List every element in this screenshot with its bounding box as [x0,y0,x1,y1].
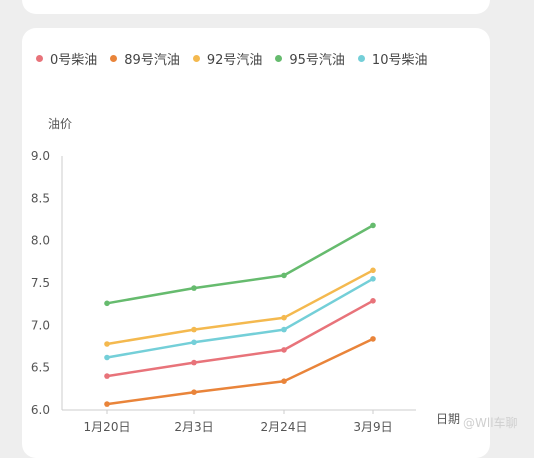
legend-label: 95号汽油 [289,52,345,68]
data-point [370,336,376,342]
x-tick-labels: 1月20日 2月3日 2月24日 3月9日 [84,410,393,434]
top-card [22,0,490,14]
data-point [281,314,287,321]
series-line [105,224,375,305]
legend-swatch [192,54,200,62]
legend-swatch [36,54,43,62]
data-point [104,341,110,347]
legend-label: 92号汽油 [206,52,263,68]
data-point [104,300,110,307]
y-tick-label: 9.0 [31,149,50,163]
legend-item[interactable]: 89号汽油 [110,49,180,68]
data-point [370,222,376,229]
data-point [191,389,197,396]
data-point [281,347,287,353]
data-point [104,401,110,407]
legend-swatch [357,54,365,62]
data-point [370,267,376,274]
x-tick-label: 3月9日 [353,420,392,434]
series-line [105,337,375,406]
legend-label: 89号汽油 [124,52,180,68]
legend-item[interactable]: 92号汽油 [192,49,263,68]
legend-label: 10号柴油 [371,52,428,68]
x-tick-label: 2月3日 [174,420,213,434]
y-tick-label: 7.0 [31,318,50,332]
legend-swatch [275,54,283,62]
data-point [281,326,287,333]
data-point [104,373,110,379]
data-point [370,298,376,304]
legend-item[interactable]: 0号柴油 [36,49,97,68]
series-line [105,269,375,346]
data-point [191,359,197,366]
legend-label: 0号柴油 [50,52,98,68]
y-tick-label: 8.0 [31,234,50,248]
chart-legend: 0号柴油 89号汽油 92号汽油 95号汽油 10号柴油 [36,48,440,68]
y-tick-label: 8.5 [31,191,50,205]
chart-card: 0号柴油 89号汽油 92号汽油 95号汽油 10号柴油 油价日期 6.0 6.5 7.0 7… [22,28,490,458]
data-point [281,272,287,279]
data-point [104,354,110,361]
y-tick-labels: 6.0 6.5 7.0 7.5 8.0 8.5 9.0 [31,149,50,417]
chart-series [104,222,376,407]
legend-item[interactable]: 95号汽油 [275,49,345,68]
y-tick-label: 6.0 [31,403,50,417]
y-tick-label: 7.5 [31,276,50,290]
data-point [370,276,376,282]
series-line [105,299,375,378]
data-point [191,285,197,291]
legend-item[interactable]: 10号柴油 [357,49,428,68]
series-line [105,277,375,359]
data-point [281,378,287,385]
x-tick-label: 1月20日 [84,420,131,434]
x-axis-title: 日期 [436,412,460,426]
x-tick-label: 2月24日 [261,420,308,434]
data-point [191,339,197,346]
y-axis-title: 油价 [48,117,72,131]
y-tick-label: 6.5 [31,361,50,375]
watermark: @Wll车聊 [463,416,518,430]
legend-swatch [110,54,118,62]
data-point [191,326,197,333]
